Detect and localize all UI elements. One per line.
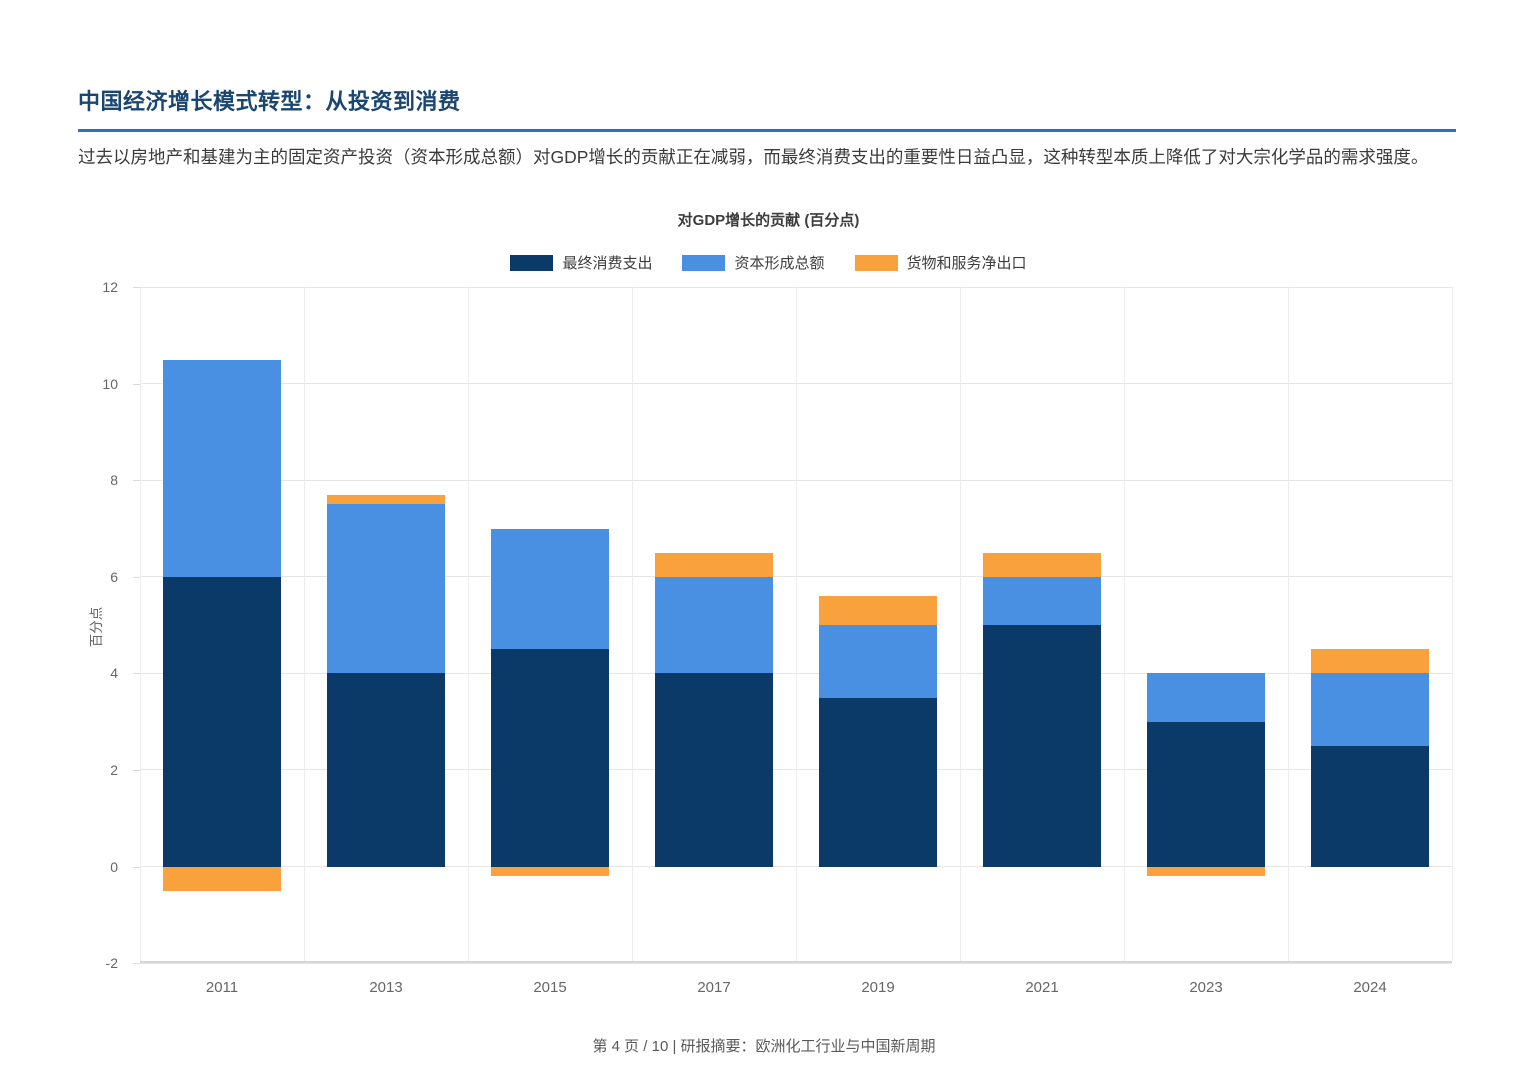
plot-area	[139, 286, 1453, 964]
x-tick-label: 2013	[369, 979, 403, 997]
y-tick-label: 4	[110, 665, 118, 682]
legend-swatch	[854, 254, 898, 271]
bar-segment	[982, 625, 1102, 867]
chart-title: 对GDP增长的贡献 (百分点)	[677, 212, 860, 230]
y-tick-mark	[133, 866, 140, 868]
x-tick-label: 2024	[1353, 979, 1387, 997]
gridline-vertical	[139, 287, 141, 962]
page-header: 中国经济增长模式转型：从投资到消费 过去以房地产和基建为主的固定资产投资（资本形…	[0, 0, 1528, 171]
bar-segment	[1310, 745, 1430, 867]
chart: 对GDP增长的贡献 (百分点) 最终消费支出 资本形成总额 货物和服务净出口 百分点…	[85, 209, 1453, 1011]
gridline-vertical	[303, 287, 305, 962]
bar-segment	[162, 359, 282, 577]
legend-swatch	[682, 254, 726, 271]
y-axis-title: 百分点	[89, 606, 104, 648]
y-tick-mark	[133, 963, 140, 965]
gridline-vertical	[631, 287, 633, 962]
x-tick-label: 2023	[1189, 979, 1223, 997]
bar-segment	[982, 576, 1102, 626]
chart-legend: 最终消费支出 资本形成总额 货物和服务净出口	[85, 252, 1452, 273]
bar-segment	[490, 866, 610, 877]
bar-segment	[326, 504, 446, 674]
bar-segment	[1146, 866, 1266, 877]
y-tick-label: 10	[102, 375, 118, 392]
bar-segment	[818, 625, 938, 698]
x-tick-label: 2019	[861, 979, 895, 997]
gridline-vertical	[1287, 287, 1289, 962]
bar-segment	[326, 494, 446, 505]
x-tick-label: 2015	[533, 979, 567, 997]
legend-label: 最终消费支出	[562, 255, 653, 273]
legend-item: 最终消费支出	[510, 252, 652, 273]
bar-segment	[1146, 673, 1266, 722]
y-tick-label: 2	[110, 761, 118, 778]
y-tick-label: 8	[110, 472, 118, 489]
bar-segment	[490, 649, 610, 867]
y-tick-label: 0	[110, 858, 118, 875]
gridline-vertical	[959, 287, 961, 962]
y-tick-mark	[133, 769, 140, 771]
bar-segment	[162, 866, 282, 891]
y-tick-label: 6	[110, 568, 118, 585]
y-tick-mark	[133, 287, 140, 289]
bar-segment	[326, 673, 446, 867]
gridline-vertical	[1451, 287, 1453, 962]
bar-segment	[490, 528, 610, 650]
bar-segment	[162, 576, 282, 867]
y-tick-mark	[133, 480, 140, 482]
page-description: 过去以房地产和基建为主的固定资产投资（资本形成总额）对GDP增长的贡献正在减弱，…	[78, 147, 1429, 167]
y-tick-mark	[133, 383, 140, 385]
y-tick-mark	[133, 576, 140, 578]
gridline-vertical	[467, 287, 469, 962]
y-tick-mark	[133, 673, 140, 675]
title-divider	[78, 129, 1456, 132]
legend-item: 货物和服务净出口	[854, 252, 1027, 273]
gridline-vertical	[795, 287, 797, 962]
legend-label: 资本形成总额	[734, 255, 825, 273]
legend-label: 货物和服务净出口	[906, 255, 1027, 273]
bar-segment	[654, 576, 774, 674]
x-tick-label: 2021	[1025, 979, 1059, 997]
legend-swatch	[510, 254, 554, 271]
gridline-horizontal	[140, 962, 1452, 964]
legend-item: 资本形成总额	[682, 252, 825, 273]
bar-segment	[1146, 721, 1266, 867]
x-tick-label: 2011	[205, 979, 239, 997]
bar-segment	[1310, 673, 1430, 746]
bar-segment	[982, 552, 1102, 577]
page-title: 中国经济增长模式转型：从投资到消费	[78, 89, 461, 114]
x-tick-label: 2017	[697, 979, 731, 997]
gridline-vertical	[1123, 287, 1125, 962]
bar-segment	[818, 697, 938, 867]
bar-segment	[654, 673, 774, 867]
bar-segment	[654, 552, 774, 577]
plot-row: 百分点 12 10 8 6 4 2 0 -2 2011 2013 2015 2017 2019 2021 2…	[85, 279, 1453, 1011]
y-tick-label: 12	[102, 279, 118, 296]
bar-segment	[818, 596, 938, 626]
page-footer: 第 4 页 / 10 | 研报摘要：欧洲化工行业与中国新周期	[592, 1038, 936, 1055]
bar-segment	[1310, 649, 1430, 674]
y-tick-label: -2	[105, 955, 118, 972]
